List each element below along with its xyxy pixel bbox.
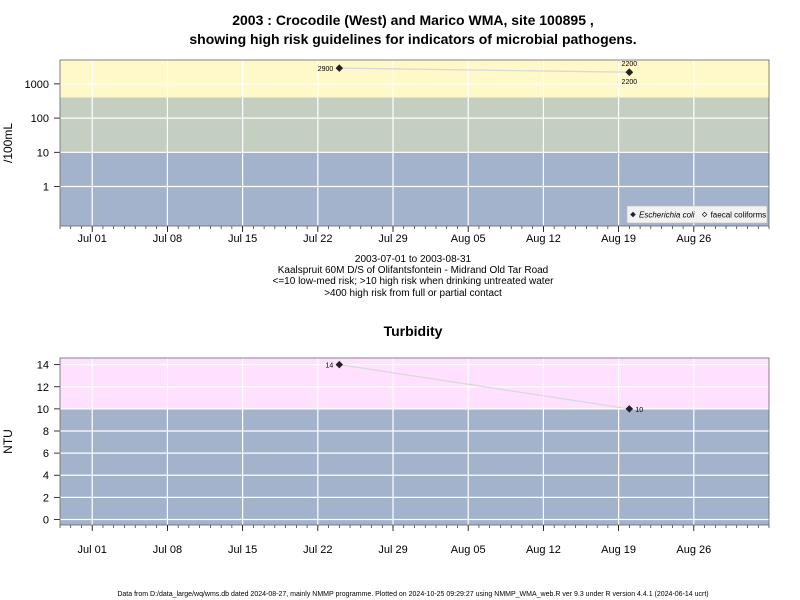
x-tick-label: Aug 05 (451, 233, 486, 245)
x-tick-label: Aug 19 (601, 233, 636, 245)
legend-entry: Escherichia coli (639, 211, 695, 220)
x-tick-label: Jul 08 (153, 233, 182, 245)
y-tick-label: 10 (37, 404, 49, 416)
x-tick-label: Aug 26 (676, 544, 711, 556)
x-tick-label: Jul 08 (153, 544, 182, 556)
plot-frame (59, 357, 770, 526)
x-tick-label: Jul 29 (378, 233, 407, 245)
y-tick-label: 2 (43, 492, 49, 504)
x-tick-label: Jul 15 (228, 544, 257, 556)
x-tick-label: Aug 12 (526, 544, 561, 556)
data-point (625, 68, 634, 76)
x-tick-label: Jul 15 (228, 233, 257, 245)
legend-marker (701, 211, 708, 218)
legend-entry: faecal coliforms (711, 211, 767, 220)
data-point (625, 405, 634, 413)
data-label: 10 (635, 407, 643, 414)
plot-frame (59, 59, 770, 227)
data-point (335, 360, 344, 369)
data-point (335, 64, 344, 72)
y-tick-label: 0 (43, 514, 49, 526)
caption-line-3: <=10 low-med risk; >10 high risk when dr… (273, 276, 555, 287)
panel-title: Turbidity (384, 323, 443, 339)
x-tick-label: Jul 22 (303, 544, 332, 556)
data-label: 2200 (622, 61, 638, 68)
y-tick-label: 100 (31, 113, 49, 125)
y-tick-label: 1 (43, 182, 49, 194)
x-tick-label: Jul 22 (303, 233, 332, 245)
x-tick-label: Aug 26 (676, 233, 711, 245)
risk-band-1 (60, 97, 769, 153)
footer-note: Data from D:/data_large/wq/wms.db dated … (117, 591, 708, 598)
turbidity-panel: Turbidity Jul 01 Jul 08 Jul 15 Jul 22 Jul 29 A… (1, 323, 770, 556)
legend-box (626, 205, 768, 224)
figure-title-line-2: showing high risk guidelines for indicat… (189, 31, 636, 47)
x-tick-label: Aug 12 (526, 233, 561, 245)
y-tick-label: 10 (37, 147, 49, 159)
y-tick-label: 6 (43, 448, 49, 460)
data-label: 14 (326, 363, 334, 370)
risk-band-1 (60, 358, 769, 409)
y-axis-label: /100mL (1, 123, 15, 163)
y-axis-label: NTU (1, 429, 15, 454)
x-tick-label: Aug 19 (601, 544, 636, 556)
caption-line-4: >400 high risk from full or partial cont… (324, 288, 502, 299)
data-label: 2900 (318, 66, 334, 73)
risk-band-0 (60, 408, 769, 525)
y-tick-label: 12 (37, 382, 49, 394)
y-tick-label: 14 (37, 360, 49, 372)
series-line-0 (339, 67, 630, 73)
y-tick-label: 1000 (25, 79, 49, 91)
y-tick-label: 4 (43, 470, 49, 482)
x-tick-label: Jul 01 (78, 233, 107, 245)
x-tick-label: Aug 05 (451, 544, 486, 556)
data-label: 2200 (622, 79, 638, 86)
x-tick-label: Jul 01 (78, 544, 107, 556)
figure-title-line-1: 2003 : Crocodile (West) and Marico WMA, … (232, 12, 594, 28)
caption-line-2: Kaalspruit 60M D/S of Olifantsfontein - … (278, 265, 549, 276)
microbial-panel: Jul 01 Jul 08 Jul 15 Jul 22 Jul 29 Aug 05 Aug … (1, 59, 770, 245)
x-tick-label: Jul 29 (378, 544, 407, 556)
series-line-0 (339, 363, 630, 410)
y-tick-label: 8 (43, 426, 49, 438)
legend-marker (630, 211, 636, 218)
caption-line-1: 2003-07-01 to 2003-08-31 (355, 254, 472, 265)
risk-band-2 (60, 60, 769, 98)
